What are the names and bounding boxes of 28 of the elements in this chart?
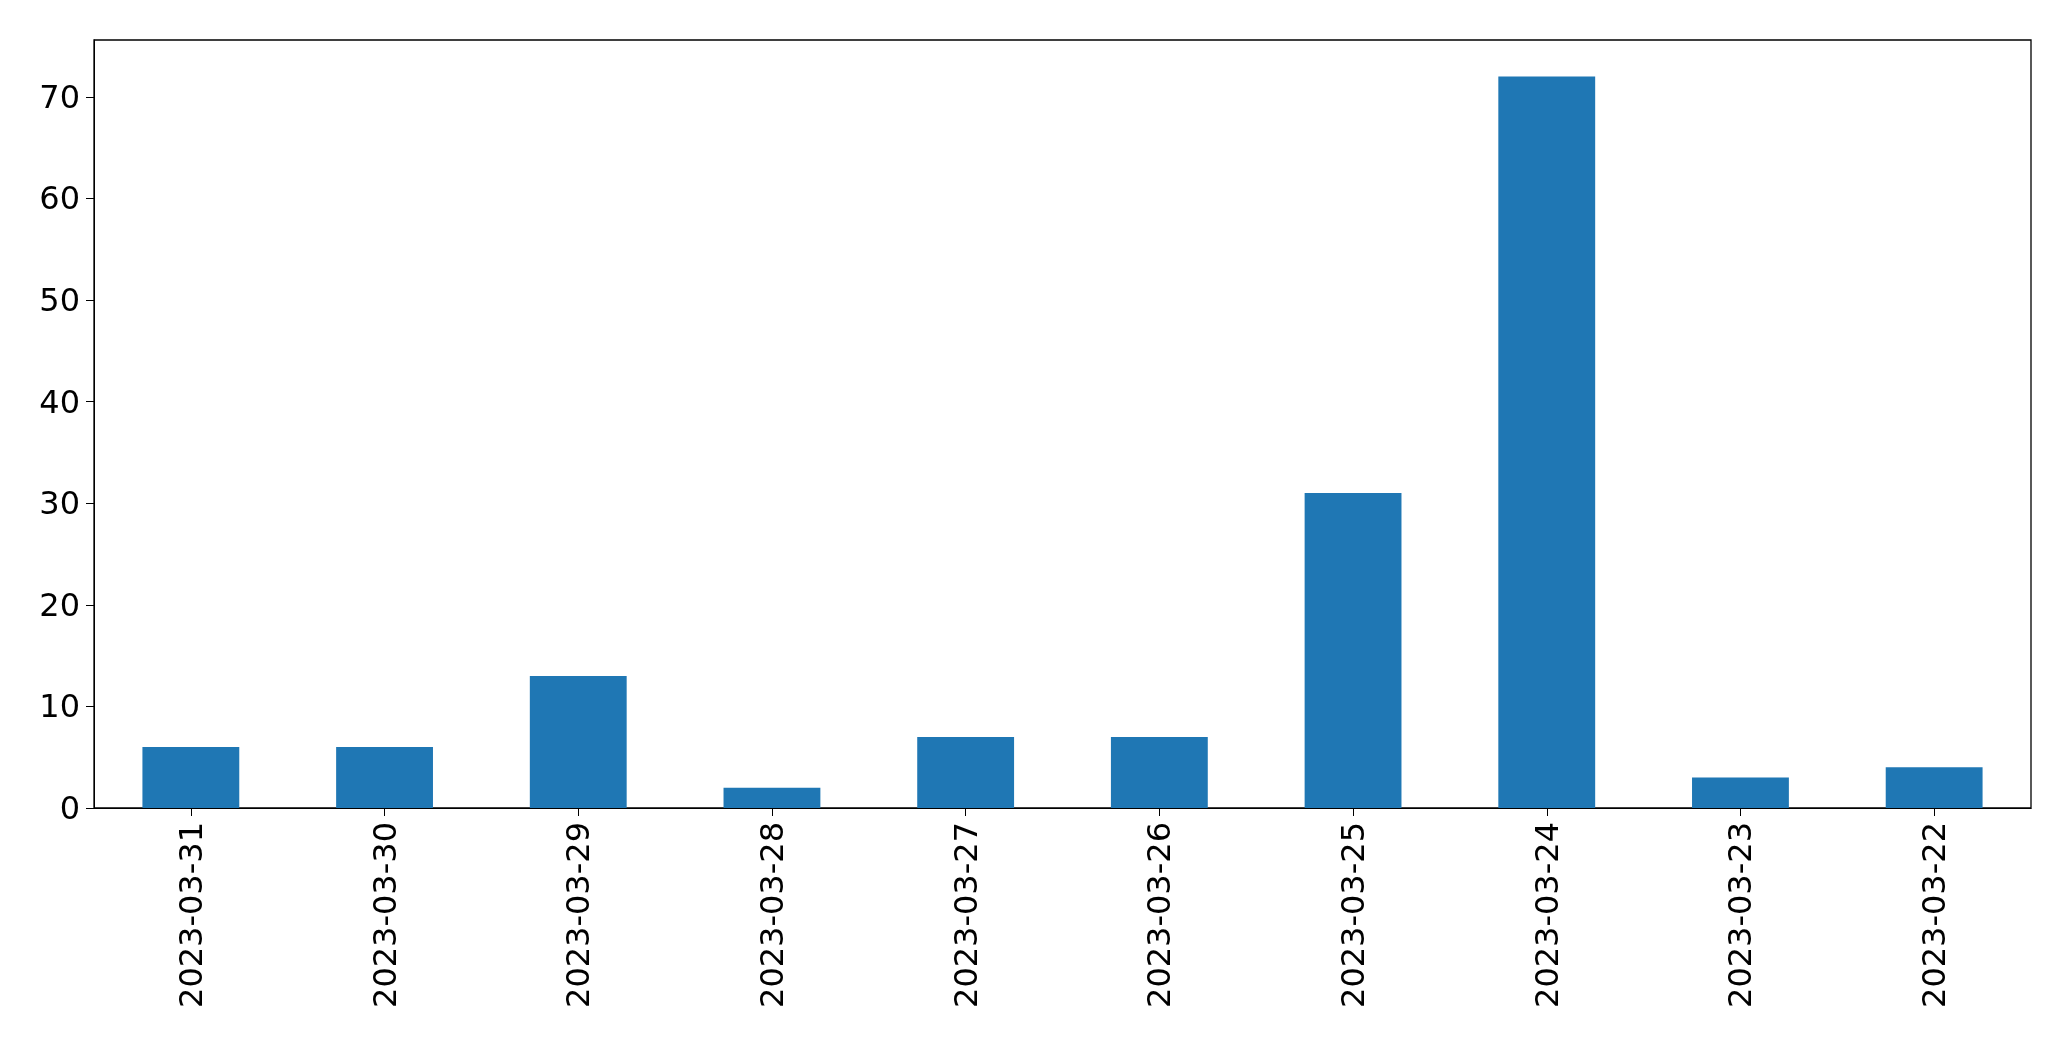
y-tick-label: 40	[39, 382, 80, 421]
x-tick-label: 2023-03-31	[171, 822, 210, 1008]
x-tick-label: 2023-03-30	[365, 822, 404, 1008]
y-tick-label: 50	[39, 281, 80, 320]
bar	[723, 787, 821, 808]
bar	[1885, 767, 1983, 808]
y-tick-label: 60	[39, 179, 80, 218]
y-tick-label: 10	[39, 687, 80, 726]
bar	[142, 747, 240, 808]
x-tick-label: 2023-03-22	[1915, 822, 1954, 1008]
x-tick-label: 2023-03-25	[1334, 822, 1373, 1008]
bar	[529, 675, 627, 808]
x-tick-label: 2023-03-23	[1721, 822, 1760, 1008]
bar	[1304, 493, 1402, 808]
y-tick-label: 0	[59, 789, 80, 827]
bar	[1692, 777, 1789, 808]
y-tick-label: 30	[39, 484, 80, 523]
bar	[917, 736, 1015, 808]
x-tick-label: 2023-03-27	[946, 822, 985, 1008]
x-tick-label: 2023-03-24	[1527, 822, 1566, 1008]
y-tick-label: 70	[39, 77, 80, 116]
x-tick-label: 2023-03-26	[1140, 822, 1179, 1008]
bar	[1498, 76, 1596, 808]
y-tick-label: 20	[39, 585, 80, 624]
x-tick-label: 2023-03-29	[559, 822, 598, 1008]
bar	[1110, 736, 1208, 808]
bar	[336, 747, 433, 808]
x-tick-label: 2023-03-28	[752, 822, 791, 1008]
